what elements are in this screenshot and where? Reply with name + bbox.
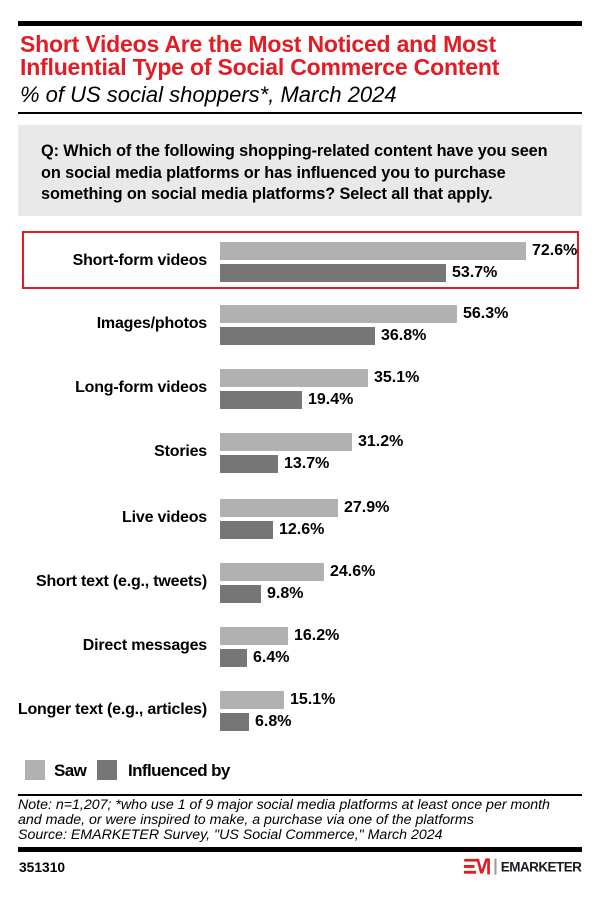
svg-text:EMARKETER: EMARKETER [501, 860, 582, 875]
